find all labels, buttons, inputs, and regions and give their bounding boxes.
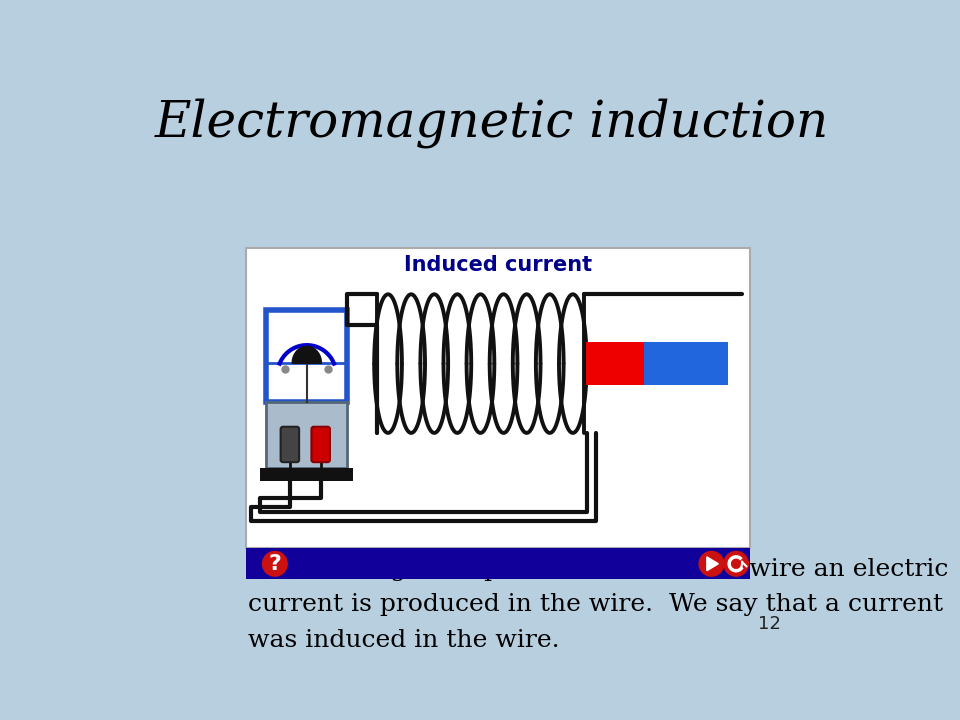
Text: Electromagnetic induction: Electromagnetic induction bbox=[155, 98, 829, 148]
Circle shape bbox=[699, 552, 724, 576]
FancyBboxPatch shape bbox=[311, 427, 330, 462]
Text: 12: 12 bbox=[757, 615, 780, 633]
FancyBboxPatch shape bbox=[280, 427, 300, 462]
FancyBboxPatch shape bbox=[246, 248, 750, 549]
Text: When a magnet is pushed into a coil of wire an electric
current is produced in t: When a magnet is pushed into a coil of w… bbox=[248, 557, 948, 652]
Polygon shape bbox=[707, 557, 718, 571]
Bar bbox=[246, 549, 750, 579]
Circle shape bbox=[262, 552, 287, 576]
Bar bbox=[586, 343, 644, 384]
Polygon shape bbox=[292, 346, 322, 364]
Circle shape bbox=[724, 552, 749, 576]
Text: ?: ? bbox=[269, 554, 281, 574]
FancyBboxPatch shape bbox=[266, 310, 348, 402]
FancyBboxPatch shape bbox=[260, 467, 353, 482]
Text: Induced current: Induced current bbox=[404, 255, 591, 275]
FancyBboxPatch shape bbox=[266, 402, 348, 467]
Bar bbox=[644, 343, 729, 384]
